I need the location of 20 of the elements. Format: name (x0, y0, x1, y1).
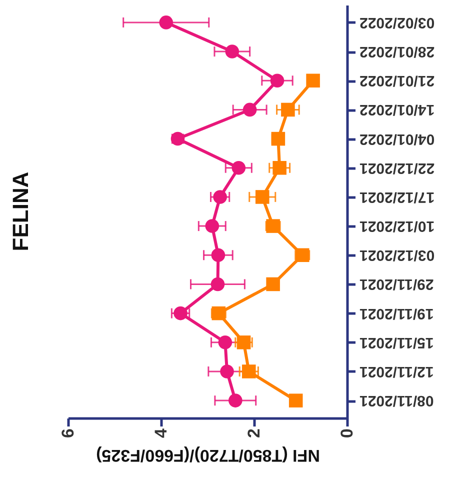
y-tick-label: 03/02/2022 (360, 14, 435, 31)
x-tick-label: 4 (152, 428, 170, 438)
x-axis-title: NFI (T850/T720)/(F660/F325) (96, 446, 320, 465)
y-tick-label: 03/12/2021 (360, 246, 435, 264)
y-tick-label: 17/12/2021 (360, 188, 435, 206)
y-tick-label: 10/12/2021 (360, 218, 435, 235)
y-tick-label: 22/12/2021 (360, 159, 435, 176)
x-tick-label: 2 (244, 428, 264, 438)
y-tick-label: 21/01/2022 (360, 72, 435, 90)
y-tick-label: 04/01/2022 (360, 130, 435, 148)
y-tick-label: 29/11/2021 (360, 276, 434, 293)
y-tick-label: 12/11/2021 (360, 362, 434, 380)
y-tick-label: 28/01/2022 (360, 43, 435, 60)
x-tick-label: 6 (58, 428, 78, 438)
x-tick-label: 0 (338, 428, 356, 438)
text: FELINA (8, 172, 33, 252)
y-tick-label: 15/11/2021 (360, 334, 434, 351)
y-tick-label: 08/11/2021 (360, 392, 434, 410)
y-tick-label: 19/11/2021 (360, 304, 434, 322)
y-tick-label: 14/01/2022 (360, 101, 435, 118)
